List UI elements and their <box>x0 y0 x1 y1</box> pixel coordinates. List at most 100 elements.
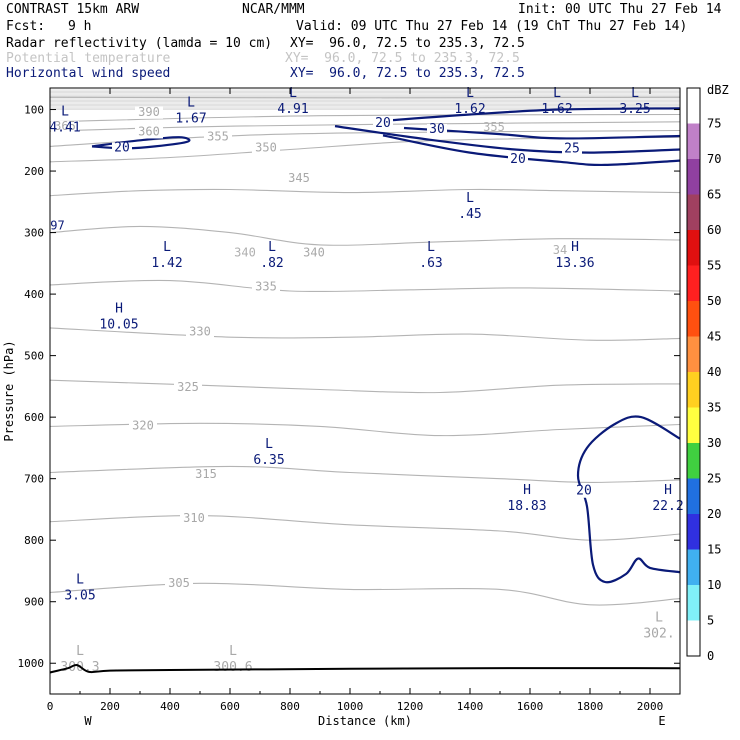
theta-contour-label: 325 <box>177 380 199 394</box>
theta-contour-label: 345 <box>288 171 310 185</box>
extremum-kind: H <box>523 483 531 498</box>
colorbar-segment <box>687 123 700 159</box>
theta-contour-label: 335 <box>255 279 277 293</box>
field-reflectivity-name: Radar reflectivity (lamda = 10 cm) <box>6 36 273 51</box>
y-tick-label: 600 <box>24 411 44 424</box>
wind-contour-label: 20 <box>576 484 592 499</box>
wind-contour-label: 30 <box>429 122 445 137</box>
y-tick-label: 1000 <box>18 657 45 670</box>
fcst-label: Fcst: <box>6 19 46 34</box>
theta-contour-320 <box>49 422 681 437</box>
y-tick-label: 200 <box>24 165 44 178</box>
partial-contour-label: 97 <box>50 219 64 233</box>
colorbar-level: 5 <box>707 614 714 628</box>
theta-min-kind: L <box>655 610 663 625</box>
extremum-value: 10.05 <box>99 318 138 333</box>
extremum-value: 1.62 <box>454 102 485 117</box>
y-tick-label: 500 <box>24 350 44 363</box>
theta-contour-345 <box>49 188 681 197</box>
theta-min-kind: L <box>76 644 84 659</box>
colorbar-level: 40 <box>707 365 721 379</box>
x-tick-label: 600 <box>220 700 240 713</box>
theta-contour-360 <box>49 121 681 132</box>
y-tick-label: 300 <box>24 227 44 240</box>
colorbar-level: 15 <box>707 543 721 557</box>
field-theta-name: Potential temperature <box>6 51 171 66</box>
colorbar-level: 45 <box>707 330 721 344</box>
theta-contour-label: 305 <box>168 576 190 590</box>
colorbar-segment <box>687 407 700 443</box>
label-background <box>112 142 132 155</box>
y-tick-label: 900 <box>24 596 44 609</box>
extremum-value: 6.35 <box>253 453 284 468</box>
extremum-kind: H <box>664 483 672 498</box>
label-background <box>508 154 528 167</box>
wind-contour-label: 20 <box>375 116 391 131</box>
x-tick-label: 1400 <box>457 700 484 713</box>
theta-contour-390 <box>49 96 681 99</box>
label-background <box>129 420 157 433</box>
theta-min-value: 300.6 <box>213 660 252 675</box>
wind-contours <box>91 107 681 584</box>
x-tick-label: 1800 <box>577 700 604 713</box>
model-title: CONTRAST 15km ARW <box>6 2 140 17</box>
theta-contour-label: 360 <box>138 124 160 138</box>
colorbar-segment <box>687 301 700 337</box>
extremum-kind: L <box>76 572 84 587</box>
colorbar-segment <box>687 478 700 514</box>
x-tick-label: 800 <box>280 700 300 713</box>
label-background <box>135 126 163 139</box>
extremum-kind: H <box>571 240 579 255</box>
x-tick-label: 1200 <box>397 700 424 713</box>
label-background <box>574 485 594 498</box>
extremum-value: 22.2 <box>652 499 683 514</box>
valid-time: Valid: 09 UTC Thu 27 Feb 14 (19 ChT Thu … <box>296 19 688 34</box>
y-axis-label: Pressure (hPa) <box>2 340 16 441</box>
extremum-kind: L <box>631 86 639 101</box>
label-background <box>252 281 280 294</box>
x-axis-label: Distance (km) <box>318 714 412 728</box>
colorbar-segment <box>687 514 700 550</box>
label-background <box>51 120 79 133</box>
x-tick-label: 2000 <box>637 700 664 713</box>
extremum-value: .45 <box>458 207 481 222</box>
wind-contour-label: 20 <box>114 140 130 155</box>
y-tick-label: 100 <box>24 104 44 117</box>
label-background <box>252 142 280 155</box>
terrain-line <box>49 664 681 674</box>
extremum-value: 4.41 <box>49 121 80 136</box>
label-background <box>135 106 163 119</box>
colorbar-level: 30 <box>707 436 721 450</box>
colorbar-level: 60 <box>707 223 721 237</box>
wind-contour-label: 20 <box>510 152 526 167</box>
colorbar-level: 35 <box>707 401 721 415</box>
extremum-kind: L <box>265 437 273 452</box>
partial-contour-label: 34 <box>553 243 567 257</box>
plot-frame <box>49 87 681 695</box>
label-background <box>300 247 328 260</box>
extremum-kind: H <box>115 302 123 317</box>
colorbar-level: 70 <box>707 152 721 166</box>
wind-contour-label: 25 <box>564 142 580 157</box>
extremum-value: 3.25 <box>619 102 650 117</box>
theta-min-kind: L <box>229 644 237 659</box>
org-label: NCAR/MMM <box>242 2 305 17</box>
y-tick-label: 400 <box>24 288 44 301</box>
colorbar-level: 25 <box>707 472 721 486</box>
x-tick-label: 0 <box>47 700 54 713</box>
extremum-value: 1.62 <box>541 102 572 117</box>
theta-contour-335 <box>49 279 681 293</box>
x-end-label-west: W <box>84 714 92 728</box>
contour-labels: 390 365 360 355 350 345 340 335 330 325 320 315 310 3… <box>50 105 594 591</box>
fcst-value: 9 h <box>68 19 92 34</box>
colorbar-segment <box>687 372 700 408</box>
extremum-value: 1.67 <box>175 111 206 126</box>
extremum-value: 4.91 <box>277 102 308 117</box>
label-background <box>180 512 208 525</box>
partial-contour-label: 355 <box>483 120 505 134</box>
colorbar-segment <box>687 88 700 124</box>
colorbar-segment <box>687 443 700 479</box>
colorbar-segment <box>687 620 700 656</box>
theta-contour-365 <box>49 113 681 123</box>
